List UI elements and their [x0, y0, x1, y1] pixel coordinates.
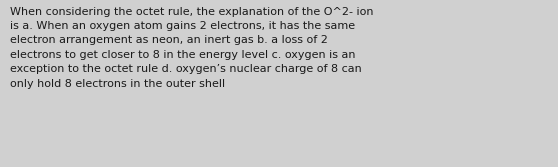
Text: When considering the octet rule, the explanation of the O^2- ion
is a. When an o: When considering the octet rule, the exp… [10, 7, 373, 89]
